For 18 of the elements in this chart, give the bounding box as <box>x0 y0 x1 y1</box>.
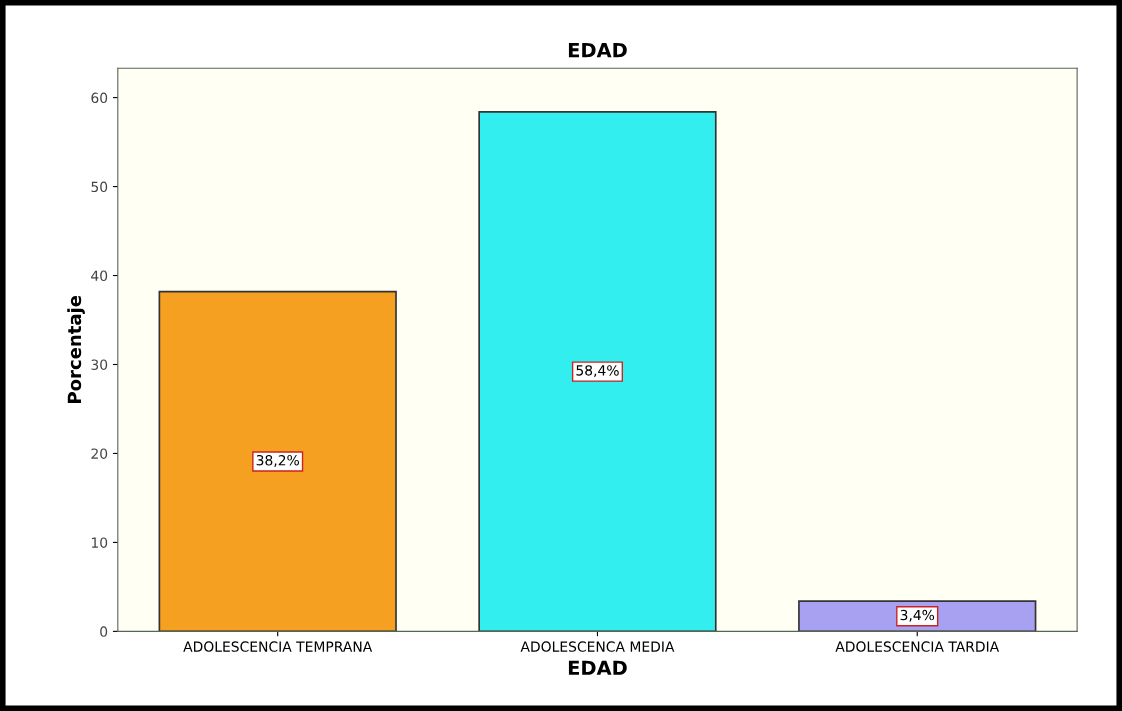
data-label: 3,4% <box>900 609 935 622</box>
y-tick-label: 40 <box>91 270 108 282</box>
data-label: 38,2% <box>256 454 299 467</box>
y-tick-label: 20 <box>91 448 108 459</box>
x-tick-label: ADOLESCENCA MEDIA <box>520 641 675 652</box>
y-tick-label: 30 <box>91 359 108 370</box>
y-axis-title: Porcentaje <box>67 295 85 403</box>
bar <box>158 290 397 632</box>
y-tick-label: 10 <box>91 537 108 548</box>
y-tick-label: 0 <box>100 626 108 637</box>
y-tick-label: 60 <box>91 92 108 104</box>
chart-title: EDAD <box>568 42 627 58</box>
bar <box>478 111 717 632</box>
x-tick-label: ADOLESCENCIA TARDIA <box>835 641 1000 652</box>
data-label: 58,4% <box>576 365 619 378</box>
y-tick-label: 50 <box>91 181 108 193</box>
x-axis-title: EDAD <box>568 660 627 675</box>
x-tick-label: ADOLESCENCIA TEMPRANA <box>183 641 373 652</box>
